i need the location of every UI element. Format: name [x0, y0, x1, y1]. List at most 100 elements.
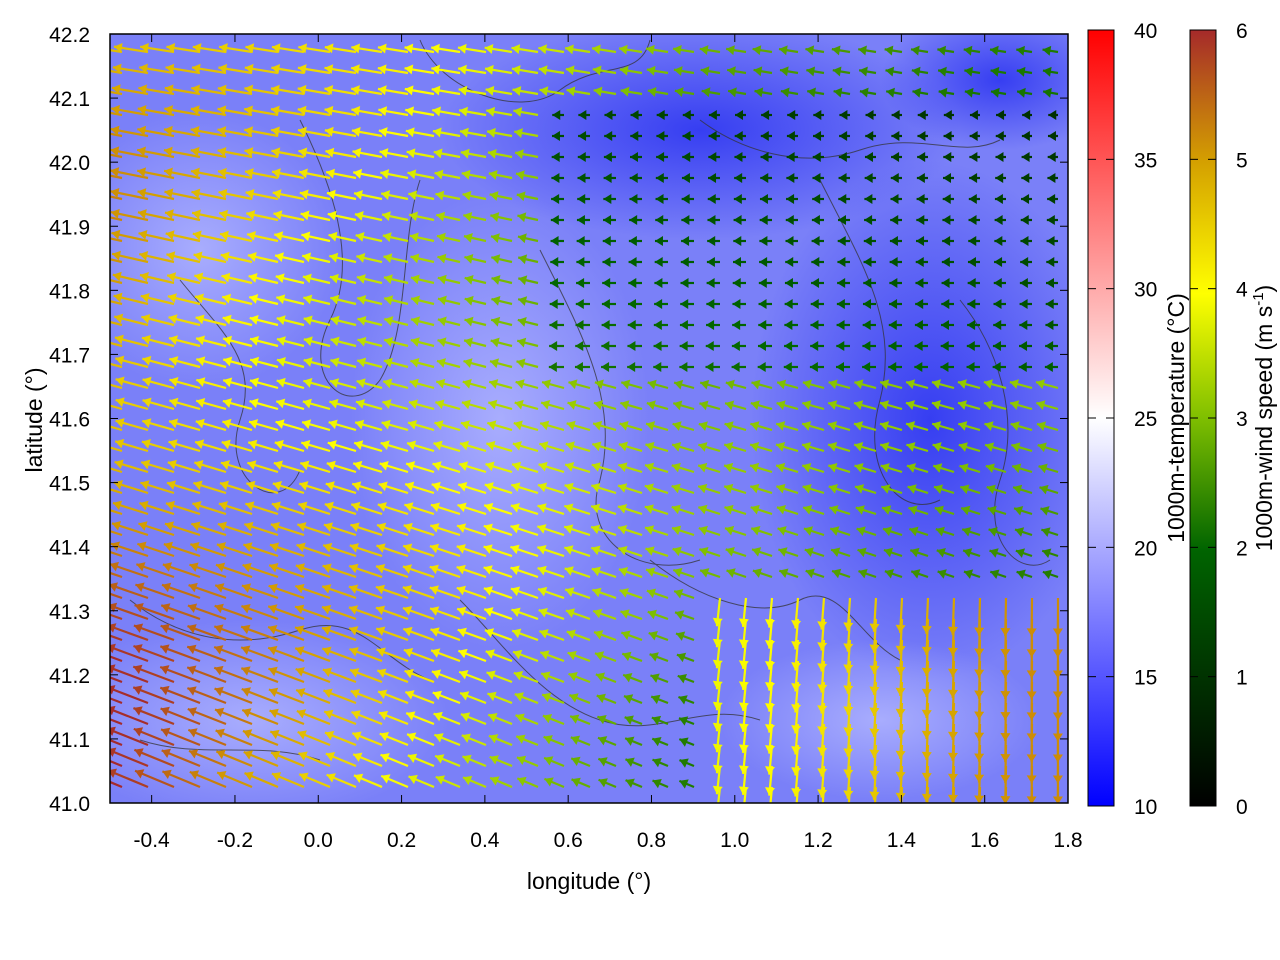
wind-vector-head	[880, 463, 890, 473]
wind-vector-head	[377, 668, 387, 678]
wind-vector-head	[354, 210, 364, 221]
wind-vector-head	[1047, 194, 1056, 204]
wind-vector-head	[906, 379, 916, 389]
wind-vector-head	[214, 645, 224, 655]
wind-vector-head	[811, 257, 820, 267]
wind-vector-head	[110, 685, 116, 695]
wind-vector-head	[187, 603, 198, 613]
wind-vector-head	[431, 64, 441, 75]
wind-vector-head	[110, 208, 120, 219]
wind-vector-head	[931, 379, 941, 389]
wind-vector-head	[244, 521, 254, 532]
wind-vector-head	[140, 292, 150, 303]
wind-vector-head	[802, 421, 812, 431]
wind-vector-head	[160, 685, 170, 696]
wind-vector-head	[303, 294, 313, 305]
wind-vector-head	[853, 421, 864, 431]
wind-vector-head	[812, 152, 821, 162]
wind-vector-head	[752, 547, 762, 557]
wind-vector-head	[271, 84, 280, 95]
wind-vector-head	[618, 524, 628, 535]
wind-vector-head	[550, 236, 559, 246]
wind-vector-head	[701, 87, 711, 98]
wind-vector-head	[810, 299, 819, 309]
wind-vector-head	[273, 460, 283, 471]
wind-vector-head	[679, 758, 689, 768]
wind-vector-head	[349, 626, 359, 636]
wind-vector-head	[575, 341, 584, 351]
wind-vector-head	[432, 127, 442, 138]
wind-vector-head	[163, 541, 174, 552]
wind-vector-head	[430, 502, 441, 512]
wind-vector-head	[353, 168, 363, 179]
wind-vector-head	[750, 442, 760, 452]
wind-vector-head	[1042, 66, 1052, 77]
wind-vector-head	[431, 669, 442, 679]
wind-vector-head	[110, 582, 119, 592]
wind-vector-head	[297, 105, 307, 116]
wind-vector-head	[750, 421, 760, 431]
wind-vector-head	[435, 399, 445, 410]
wind-vector-head	[356, 274, 366, 284]
wind-vector-head	[757, 362, 766, 372]
wind-vector-head	[568, 379, 578, 390]
wind-vector-head	[932, 442, 942, 452]
wind-vector-head	[89, 376, 98, 386]
wind-vector-head	[459, 440, 470, 451]
x-axis-ticks: -0.4 -0.2 0.0 0.2 0.4 0.6 0.8 1.0 1.2 1.4 1.6 1.8	[134, 34, 1083, 852]
y-tick-label: 41.6	[49, 409, 90, 432]
wind-vector-head	[511, 44, 521, 55]
wind-vector-head	[164, 167, 173, 178]
wind-vector-head	[324, 105, 334, 116]
wind-vector-head	[196, 335, 206, 346]
wind-vector-head	[838, 173, 847, 183]
wind-vector-head	[786, 194, 795, 204]
wind-vector-head	[484, 502, 494, 513]
wind-vector-head	[327, 440, 337, 450]
wind-vector-head	[674, 589, 684, 599]
wind-vector-head	[187, 665, 197, 675]
wind-vector-head	[295, 583, 305, 594]
wind-vector-head	[1053, 817, 1063, 825]
wind-vector-head	[725, 525, 735, 536]
wind-vector-head	[1045, 299, 1054, 309]
wind-vector-head	[432, 690, 442, 701]
wind-vector-head	[383, 357, 393, 368]
wind-vector-head	[539, 629, 549, 639]
wind-vector-head	[905, 400, 915, 410]
wind-vector-head	[435, 775, 446, 785]
wind-vector-head	[890, 194, 899, 204]
wind-vector-head	[836, 320, 845, 330]
wind-vector-head	[1040, 506, 1050, 516]
wind-vector-head	[863, 257, 872, 267]
wind-vector-head	[672, 442, 682, 452]
wind-vector-head	[864, 173, 873, 183]
wind-vector-head	[166, 480, 177, 490]
wind-vector-head	[564, 503, 574, 514]
wind-vector-head	[629, 194, 638, 204]
wind-vector-head	[831, 547, 841, 558]
terrain-contour	[419, 39, 651, 103]
wind-vector-head	[114, 313, 124, 324]
wind-vector-head	[810, 341, 819, 351]
wind-vector-head	[786, 173, 795, 183]
wind-vector-head	[654, 278, 663, 288]
wind-vector-head	[1047, 131, 1056, 141]
wind-vector-head	[911, 45, 920, 56]
wind-vector-head	[830, 526, 840, 536]
wind-vector-head	[241, 645, 251, 655]
wind-vector-head	[110, 726, 116, 737]
wind-vector	[978, 786, 982, 803]
wind-vector-head	[274, 231, 284, 242]
wind-vector-head	[620, 609, 630, 619]
wind-vector-head	[510, 503, 520, 513]
wind-vector-head	[698, 462, 708, 473]
wind-vector-head	[457, 606, 467, 617]
wind-vector-head	[603, 215, 612, 225]
wind-vector-head	[302, 252, 312, 263]
wind-vector-head	[1021, 173, 1030, 183]
wind-vector-head	[194, 459, 204, 470]
wind-vector-head	[84, 126, 93, 136]
wind-vector-head	[678, 695, 688, 705]
wind-vector-head	[761, 110, 770, 120]
